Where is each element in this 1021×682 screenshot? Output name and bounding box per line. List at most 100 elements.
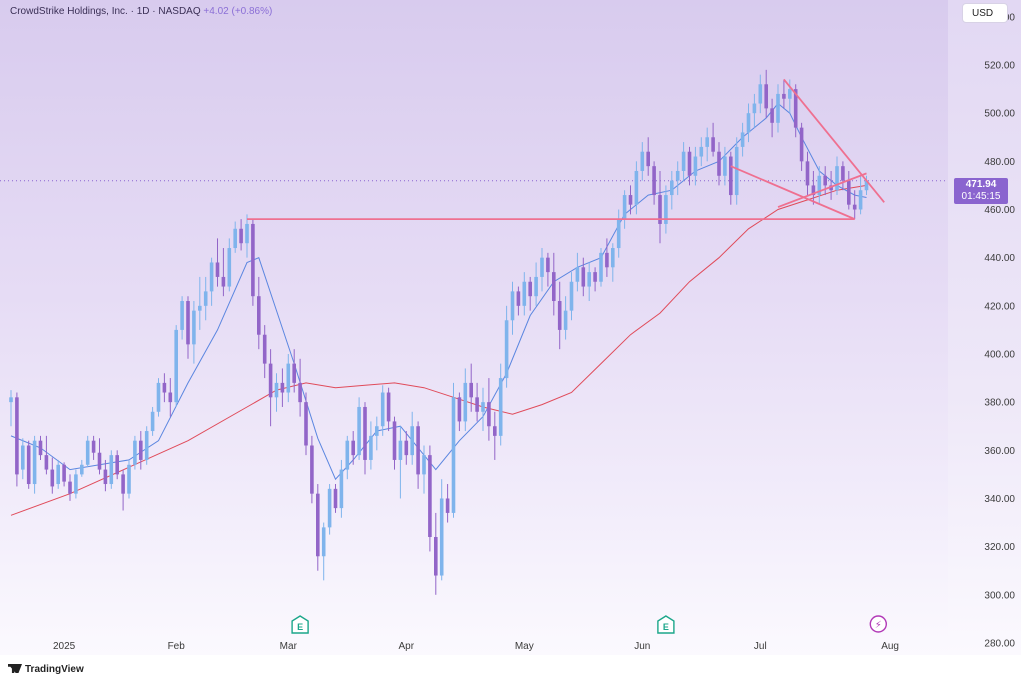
earnings-label: E — [297, 622, 303, 632]
candle-body — [823, 175, 827, 186]
candle-down — [445, 484, 450, 523]
candle-body — [498, 378, 503, 436]
candle-up — [245, 214, 249, 258]
candle-body — [162, 382, 167, 393]
brand-label: TradingView — [25, 664, 84, 675]
candle-body — [504, 320, 509, 379]
candle-down — [15, 392, 19, 487]
candle-body — [799, 127, 804, 162]
candle-up — [451, 382, 456, 518]
candle-down — [847, 170, 851, 210]
y-tick-label: 400.00 — [984, 349, 1015, 360]
candle-down — [292, 349, 296, 393]
candle-body — [770, 108, 774, 123]
candle-down — [186, 296, 190, 359]
candle-body — [805, 161, 810, 186]
x-tick-label: Jun — [634, 641, 650, 652]
candle-down — [528, 276, 532, 311]
candle-body — [333, 488, 338, 509]
candle-body — [115, 455, 119, 475]
candle-down — [257, 276, 261, 350]
candle-up — [723, 146, 727, 186]
candle-body — [752, 103, 757, 114]
candle-up — [327, 484, 332, 535]
candle-body — [375, 426, 379, 436]
candle-down — [711, 122, 715, 157]
candle-up — [746, 103, 751, 143]
candle-down — [316, 484, 320, 571]
candle-body — [611, 248, 615, 268]
y-tick-label: 460.00 — [984, 205, 1015, 216]
candle-body — [693, 156, 698, 176]
candle-up — [233, 221, 237, 253]
candle-body — [298, 382, 302, 403]
candle-body — [133, 440, 137, 465]
candle-body — [782, 93, 786, 99]
candle-body — [487, 402, 491, 427]
candle-up — [522, 272, 527, 316]
candle-up — [156, 378, 161, 417]
candle-up — [398, 426, 403, 499]
candle-body — [493, 426, 497, 436]
x-tick-label: 2025 — [53, 641, 76, 652]
candle-up — [504, 305, 509, 388]
candle-down — [628, 185, 633, 215]
candle-down — [298, 358, 302, 417]
candle-body — [203, 291, 208, 306]
y-tick-label: 360.00 — [984, 446, 1015, 457]
candle-body — [428, 455, 432, 538]
candle-body — [475, 397, 479, 412]
last-price-value: 471.94 — [965, 179, 997, 190]
candle-body — [316, 493, 320, 557]
candle-up — [858, 175, 863, 215]
candle-body — [717, 151, 721, 176]
candle-up — [21, 438, 25, 480]
trend-line — [777, 172, 867, 208]
candle-up — [740, 122, 745, 157]
candle-body — [91, 440, 96, 453]
candle-body — [581, 267, 586, 287]
candle-body — [251, 223, 255, 297]
candle-body — [652, 166, 656, 196]
candle-down — [605, 238, 609, 277]
candle-down — [823, 166, 827, 196]
candle-body — [239, 228, 243, 244]
candle-up — [587, 262, 591, 302]
candle-down — [221, 248, 226, 297]
candle-body — [776, 93, 780, 123]
candle-body — [286, 363, 291, 393]
candle-down — [652, 161, 656, 205]
x-tick-label: Feb — [168, 641, 186, 652]
candle-up — [864, 175, 869, 196]
candle-body — [174, 329, 178, 403]
candle-body — [434, 537, 438, 576]
candle-body — [575, 267, 580, 282]
currency-button[interactable]: USD — [962, 3, 1008, 23]
candle-body — [729, 156, 733, 196]
y-tick-label: 280.00 — [984, 638, 1015, 649]
candle-up — [357, 397, 361, 460]
candle-up — [510, 281, 515, 335]
candle-body — [97, 452, 102, 470]
candle-body — [9, 397, 13, 403]
candle-up — [127, 459, 131, 499]
candle-body — [245, 223, 249, 244]
candle-body — [616, 219, 621, 249]
candle-body — [439, 498, 444, 576]
candle-down — [139, 431, 143, 470]
candle-body — [44, 455, 49, 470]
candle-down — [280, 368, 285, 407]
candle-down — [351, 431, 355, 465]
symbol-header: CrowdStrike Holdings, Inc. · 1D · NASDAQ… — [10, 6, 272, 17]
event-marker: ⚡ — [869, 615, 887, 633]
candle-up — [74, 469, 78, 499]
candle-up — [481, 387, 485, 432]
candle-up — [622, 190, 627, 229]
candle-down — [687, 146, 692, 186]
tradingview-logo[interactable]: TradingView — [8, 664, 84, 675]
candle-body — [198, 305, 202, 311]
candle-down — [457, 392, 462, 432]
trend-line — [783, 78, 885, 203]
price-axis[interactable] — [948, 0, 1021, 655]
candle-down — [392, 416, 397, 470]
